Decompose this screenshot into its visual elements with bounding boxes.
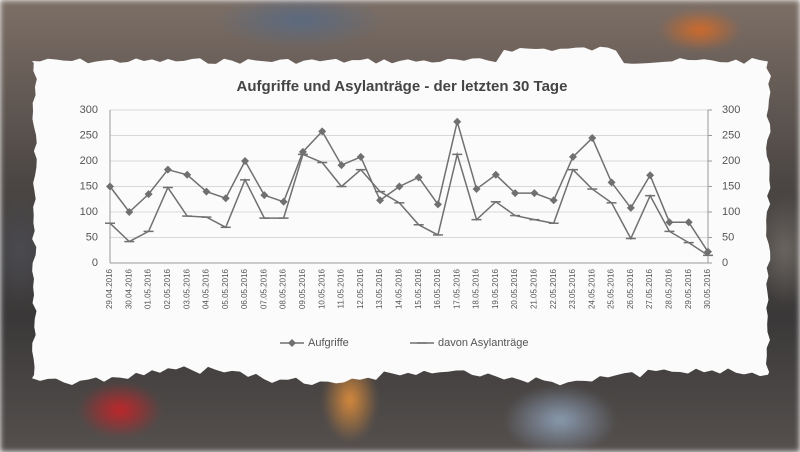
y-tick-label: 250 bbox=[80, 129, 98, 141]
point bbox=[260, 191, 269, 200]
y2-tick-label: 150 bbox=[722, 180, 740, 192]
point bbox=[318, 127, 327, 136]
x-tick-label: 13.05.2016 bbox=[375, 268, 384, 309]
y2-tick-label: 50 bbox=[722, 231, 734, 243]
x-tick-label: 29.04.2016 bbox=[105, 268, 114, 309]
point bbox=[472, 185, 481, 194]
point bbox=[684, 218, 693, 227]
x-tick-label: 07.05.2016 bbox=[259, 268, 268, 309]
point bbox=[414, 173, 423, 182]
x-tick-label: 30.04.2016 bbox=[124, 268, 133, 309]
x-tick-label: 15.05.2016 bbox=[414, 268, 423, 309]
point bbox=[183, 170, 192, 179]
point bbox=[144, 190, 153, 199]
y-tick-label: 50 bbox=[86, 231, 98, 243]
y2-tick-label: 300 bbox=[722, 104, 740, 116]
x-tick-label: 14.05.2016 bbox=[394, 268, 403, 309]
legend-label: Aufgriffe bbox=[308, 337, 349, 349]
x-tick-label: 04.05.2016 bbox=[202, 268, 211, 309]
x-tick-label: 21.05.2016 bbox=[529, 268, 538, 309]
x-tick-label: 18.05.2016 bbox=[472, 268, 481, 309]
point bbox=[588, 134, 597, 143]
x-tick-label: 29.05.2016 bbox=[684, 268, 693, 309]
x-tick-label: 24.05.2016 bbox=[587, 268, 596, 309]
x-tick-label: 11.05.2016 bbox=[337, 268, 346, 308]
x-tick-label: 25.05.2016 bbox=[607, 268, 616, 309]
x-tick-label: 02.05.2016 bbox=[163, 268, 172, 309]
x-tick-label: 28.05.2016 bbox=[665, 268, 674, 309]
series-line bbox=[109, 151, 709, 256]
x-tick-label: 12.05.2016 bbox=[356, 268, 365, 309]
y2-tick-label: 0 bbox=[722, 257, 728, 269]
x-tick-label: 26.05.2016 bbox=[626, 268, 635, 309]
point bbox=[376, 196, 385, 205]
point bbox=[279, 197, 288, 206]
x-tick-label: 19.05.2016 bbox=[491, 268, 500, 309]
y-tick-label: 0 bbox=[92, 257, 98, 269]
point bbox=[221, 194, 230, 203]
x-tick-label: 27.05.2016 bbox=[645, 268, 654, 309]
y2-tick-label: 250 bbox=[722, 129, 740, 141]
x-tick-label: 16.05.2016 bbox=[433, 268, 442, 309]
point bbox=[125, 208, 134, 216]
chart-title: Aufgriffe und Asylanträge - der letzten … bbox=[237, 78, 568, 95]
y2-tick-label: 200 bbox=[722, 155, 740, 167]
point bbox=[491, 170, 500, 179]
y-tick-label: 100 bbox=[80, 206, 98, 218]
legend-label: davon Asylanträge bbox=[438, 337, 529, 349]
point bbox=[241, 157, 250, 165]
point bbox=[337, 161, 346, 170]
x-tick-label: 30.05.2016 bbox=[703, 268, 712, 309]
x-tick-label: 23.05.2016 bbox=[568, 268, 577, 309]
x-tick-label: 08.05.2016 bbox=[279, 268, 288, 309]
x-tick-label: 03.05.2016 bbox=[182, 268, 191, 309]
point bbox=[626, 203, 635, 212]
point bbox=[433, 200, 442, 209]
point bbox=[163, 165, 172, 174]
x-tick-label: 20.05.2016 bbox=[510, 268, 519, 309]
point bbox=[453, 117, 462, 126]
point bbox=[530, 189, 539, 198]
x-tick-label: 17.05.2016 bbox=[452, 268, 461, 309]
x-tick-label: 10.05.2016 bbox=[317, 268, 326, 309]
x-tick-label: 22.05.2016 bbox=[549, 268, 558, 309]
y-tick-label: 300 bbox=[80, 104, 98, 116]
point bbox=[202, 187, 211, 196]
point bbox=[288, 339, 296, 347]
y2-tick-label: 100 bbox=[722, 206, 740, 218]
point bbox=[607, 178, 616, 187]
x-tick-label: 01.05.2016 bbox=[144, 268, 153, 309]
point bbox=[665, 218, 674, 227]
point bbox=[395, 182, 404, 191]
point bbox=[511, 189, 520, 198]
x-tick-label: 05.05.2016 bbox=[221, 268, 230, 309]
point bbox=[568, 152, 577, 161]
point bbox=[356, 152, 365, 161]
x-tick-label: 06.05.2016 bbox=[240, 268, 249, 309]
series-line bbox=[109, 118, 709, 253]
torn-paper bbox=[32, 46, 771, 386]
point bbox=[106, 182, 114, 191]
x-tick-label: 09.05.2016 bbox=[298, 268, 307, 309]
y-tick-label: 150 bbox=[80, 180, 98, 192]
point bbox=[549, 196, 558, 205]
y-tick-label: 200 bbox=[80, 155, 98, 167]
point bbox=[646, 171, 655, 180]
